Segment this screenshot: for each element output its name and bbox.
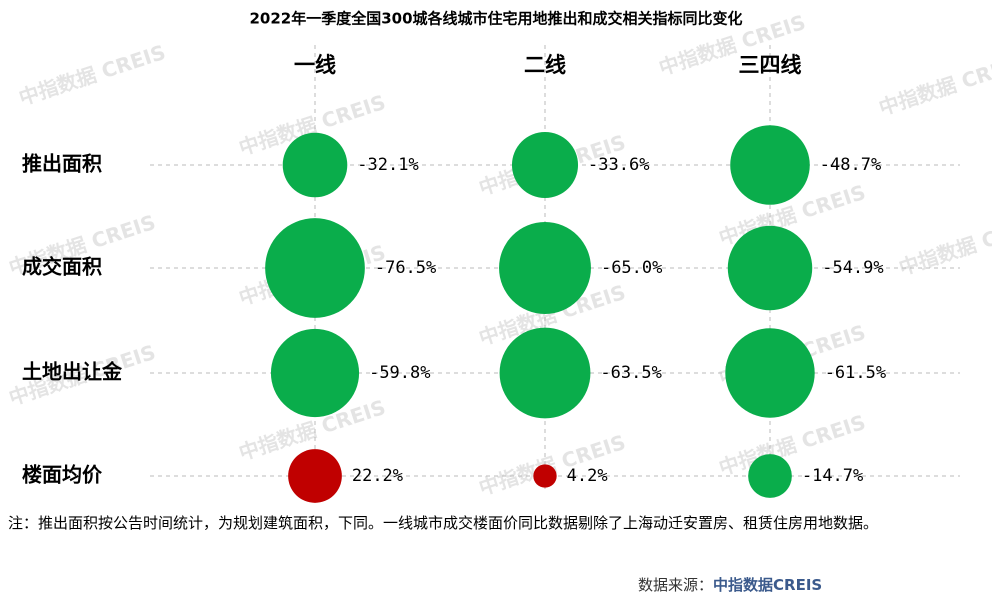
value-label: -32.1% (357, 155, 418, 175)
column-label: 二线 (524, 53, 566, 77)
note: 注：推出面积按公告时间统计，为规划建筑面积，下同。一线城市成交楼面价同比数据剔除… (8, 514, 879, 532)
chart: 中指数据 CREIS 中指数据 CREIS 中指数据 CREIS 中指数据 CREIS… (6, 10, 992, 503)
value-label: -61.5% (825, 363, 886, 383)
bubble (533, 464, 557, 488)
bubble (270, 328, 360, 418)
value-label: 4.2% (567, 466, 608, 486)
value-label: -54.9% (822, 258, 883, 278)
value-label: -65.0% (601, 258, 662, 278)
column-label: 一线 (294, 53, 336, 77)
row-label: 成交面积 (22, 255, 102, 279)
bubble (511, 131, 579, 199)
value-label: -33.6% (588, 155, 649, 175)
bubble (727, 225, 813, 311)
bubble (288, 449, 342, 503)
source: 数据来源：中指数据CREIS (638, 574, 822, 595)
chart-title: 2022年一季度全国300城各线城市住宅用地推出和成交相关指标同比变化 (249, 10, 742, 28)
bubble (725, 328, 815, 418)
bubble (499, 222, 591, 314)
column-label: 三四线 (739, 53, 802, 77)
row-label: 土地出让金 (22, 360, 123, 384)
bubble (265, 218, 365, 318)
value-label: -76.5% (375, 258, 436, 278)
value-label: -59.8% (369, 363, 430, 383)
bubble (748, 454, 792, 498)
source-label: 数据来源： (638, 576, 714, 594)
watermark: 中指数据 CREIS (876, 50, 992, 120)
row-label: 推出面积 (22, 152, 102, 176)
watermark: 中指数据 CREIS (16, 40, 169, 110)
bubble (282, 132, 348, 198)
watermark: 中指数据 CREIS (476, 430, 629, 500)
source-name: 中指数据CREIS (713, 576, 823, 594)
value-label: 22.2% (352, 466, 403, 486)
bubble (499, 327, 591, 419)
row-label: 楼面均价 (22, 463, 103, 487)
watermark: 中指数据 CREIS (896, 210, 992, 280)
value-label: -14.7% (802, 466, 863, 486)
value-label: -48.7% (820, 155, 881, 175)
value-label: -63.5% (600, 363, 661, 383)
bubble (730, 125, 810, 205)
